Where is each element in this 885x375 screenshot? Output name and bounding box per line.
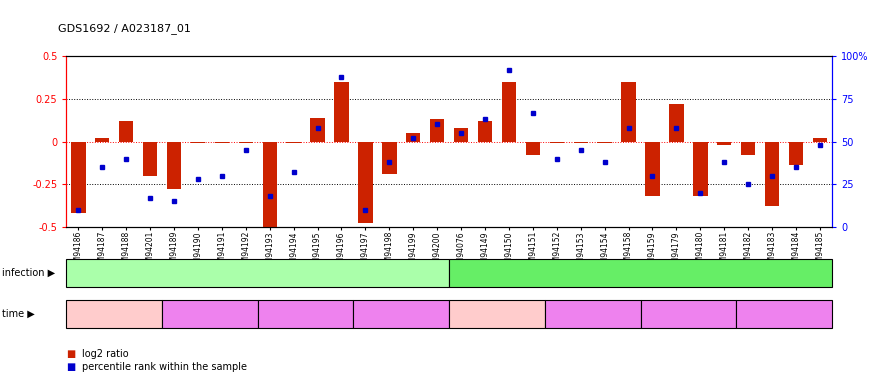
Bar (71, 141, 86, 213)
Bar (263, 141, 277, 227)
Text: 12 h: 12 h (199, 309, 220, 319)
Bar (239, 141, 253, 143)
Bar (812, 138, 827, 141)
Bar (573, 141, 588, 143)
Bar (287, 141, 301, 143)
Bar (311, 118, 325, 141)
Bar (550, 141, 564, 143)
Bar (191, 141, 205, 143)
Bar (119, 121, 134, 141)
Text: 24 h: 24 h (295, 309, 317, 319)
Text: ■: ■ (66, 362, 75, 372)
Bar (645, 141, 659, 196)
Bar (597, 141, 612, 143)
Bar (406, 133, 420, 141)
Bar (741, 141, 756, 155)
Bar (215, 141, 229, 143)
Text: 4 h: 4 h (489, 309, 504, 319)
Bar (693, 141, 707, 196)
Bar (430, 119, 444, 141)
Text: percentile rank within the sample: percentile rank within the sample (82, 362, 247, 372)
Bar (358, 141, 373, 224)
Text: mock: mock (244, 268, 271, 278)
Bar (478, 121, 492, 141)
Bar (95, 138, 110, 141)
Bar (765, 141, 780, 206)
Text: Agrobacterium tumefaciens: Agrobacterium tumefaciens (573, 268, 709, 278)
Text: 12 h: 12 h (581, 309, 604, 319)
Text: 4 h: 4 h (106, 309, 122, 319)
Bar (143, 141, 158, 176)
Bar (621, 82, 635, 141)
Bar (335, 82, 349, 141)
Text: infection ▶: infection ▶ (2, 268, 55, 278)
Bar (167, 141, 181, 189)
Text: ■: ■ (66, 350, 75, 359)
Bar (382, 141, 396, 174)
Text: 24 h: 24 h (678, 309, 699, 319)
Text: time ▶: time ▶ (2, 309, 35, 319)
Text: 48 h: 48 h (390, 309, 412, 319)
Text: log2 ratio: log2 ratio (82, 350, 129, 359)
Bar (789, 141, 804, 165)
Bar (454, 128, 468, 141)
Text: GDS1692 / A023187_01: GDS1692 / A023187_01 (58, 23, 190, 34)
Bar (717, 141, 731, 145)
Bar (669, 104, 683, 141)
Bar (502, 82, 516, 141)
Bar (526, 141, 540, 155)
Text: 48 h: 48 h (773, 309, 795, 319)
